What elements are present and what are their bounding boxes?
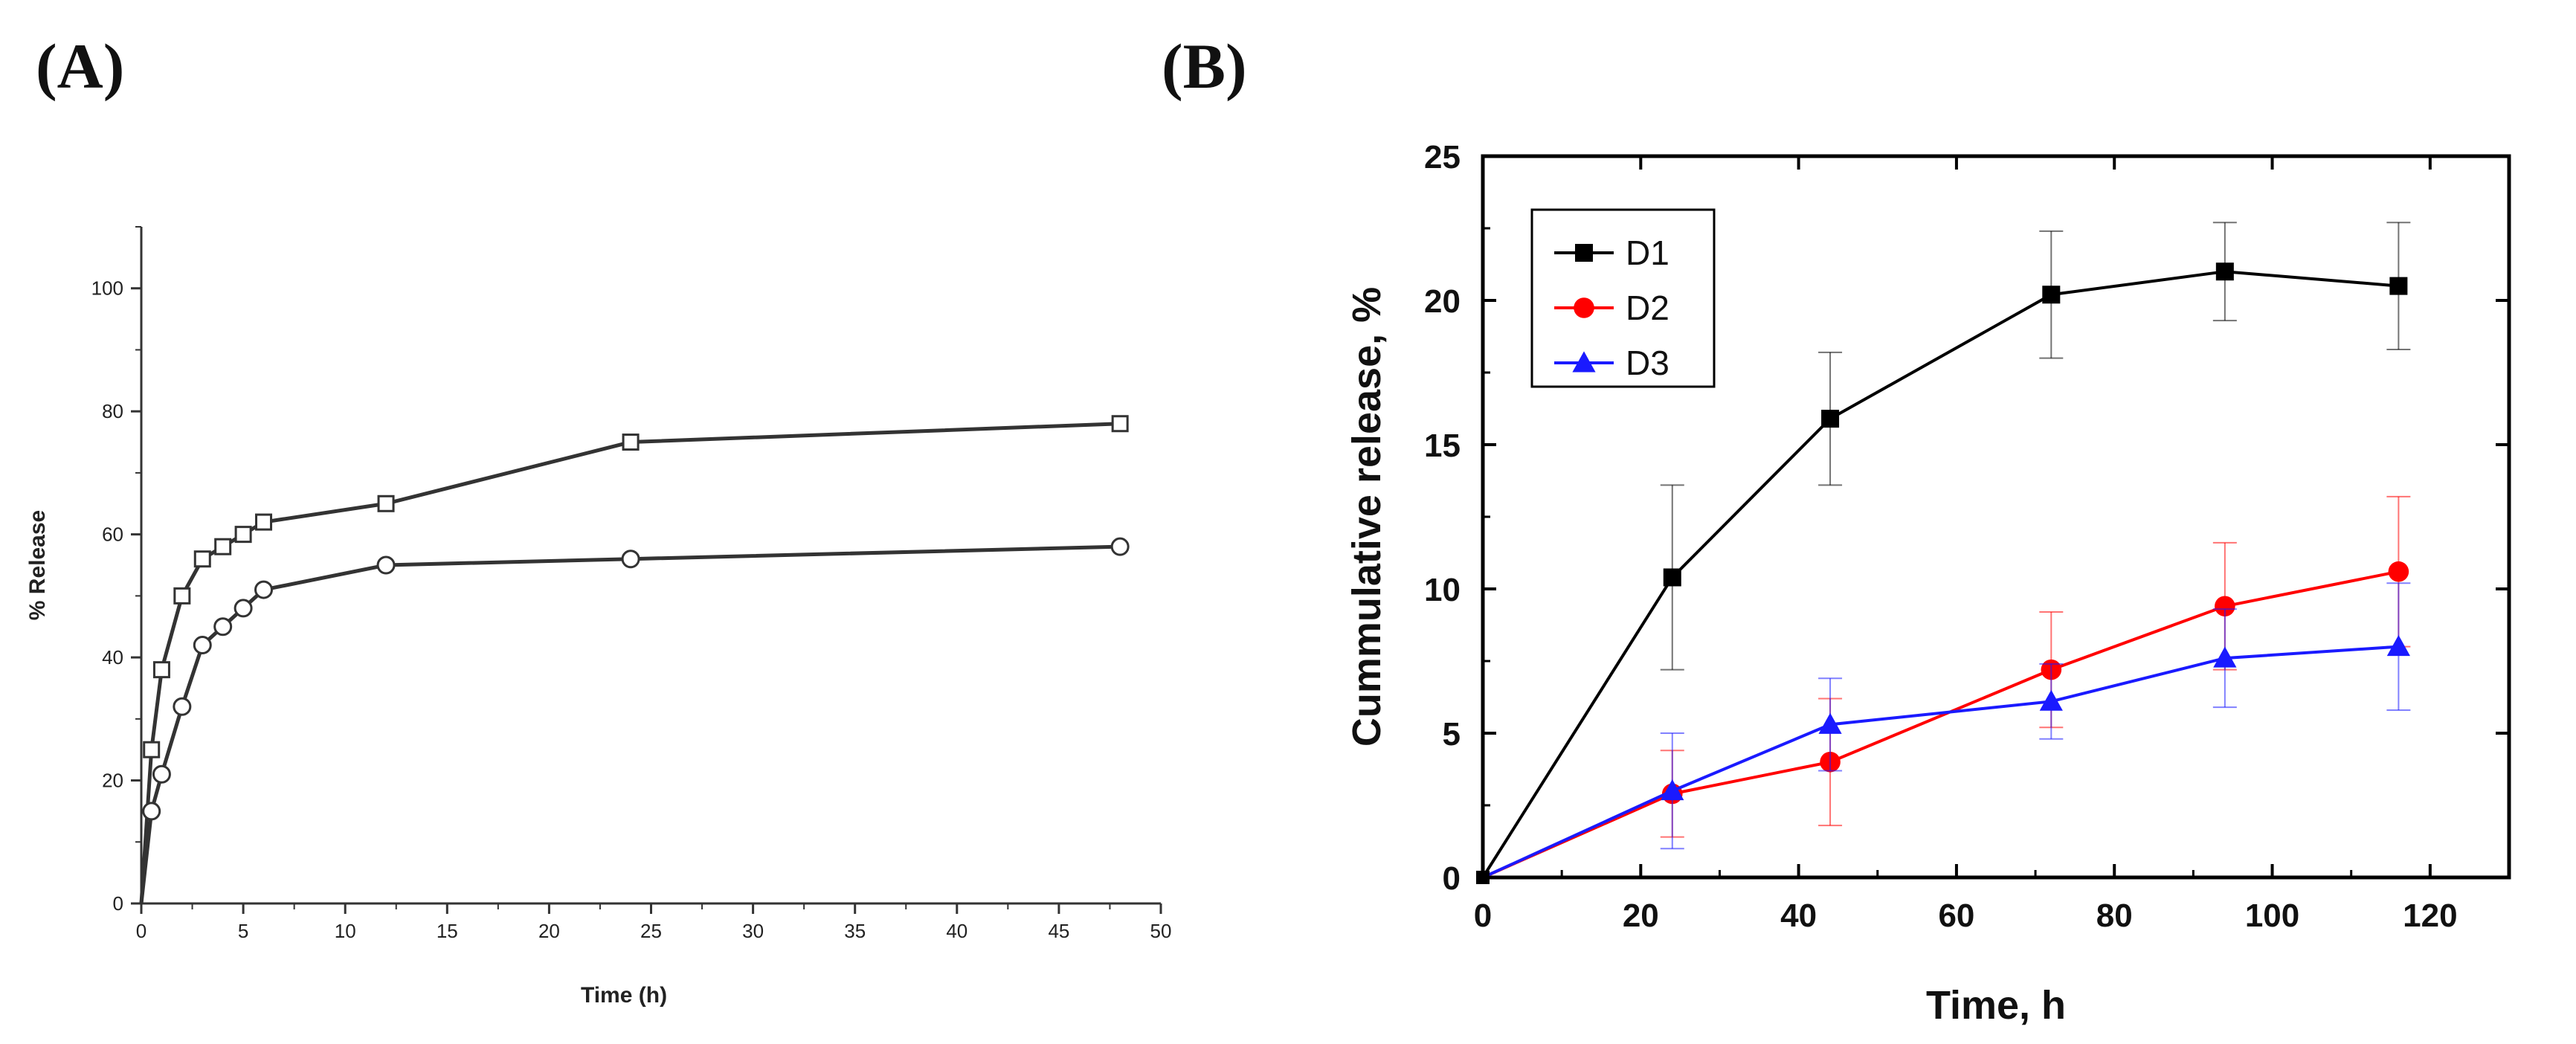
- panel-b-x-tick-label: 120: [2403, 898, 2457, 934]
- panel-b-y-tick-label: 5: [1443, 716, 1461, 753]
- panel-a-circle-marker: [376, 555, 396, 575]
- origin-marker: [1476, 871, 1490, 884]
- panel-a-circle-marker: [213, 617, 233, 637]
- panel-b-series: [1476, 222, 2411, 884]
- panel-a-square-marker: [152, 661, 170, 679]
- panel-b-y-axis-title: Cummulative release, %: [1345, 287, 1389, 747]
- panel-a-circle-marker: [234, 599, 253, 618]
- panel-a-x-tick-label: 50: [1150, 920, 1172, 942]
- panel-a-y-tick-label: 20: [102, 770, 123, 792]
- panel-a-y-tick-label: 0: [113, 892, 123, 915]
- series-d3-triangle-marker: [2039, 689, 2063, 711]
- series-d1-square-marker: [2215, 262, 2234, 281]
- panel-a-series: [139, 415, 1130, 904]
- panel-a-circle-marker: [254, 580, 274, 599]
- panel-a-x-tick-label: 0: [136, 920, 146, 942]
- series-d3-line: [1482, 645, 2399, 879]
- panel-b: (B) 0 20 40 60 80 100 120 0 5 10 15 20 25 D1 D2 D3 Tim…: [1162, 30, 2511, 1028]
- panel-a-square-marker: [234, 526, 252, 544]
- panel-a-x-tick-label: 45: [1048, 920, 1069, 942]
- panel-a-x-tick-label: 20: [538, 920, 560, 942]
- legend-label-d1: D1: [1626, 233, 1669, 272]
- panel-a-x-tick-label: 25: [640, 920, 662, 942]
- series-d3-triangle-marker: [1661, 779, 1684, 801]
- panel-a-circle-marker: [173, 697, 192, 716]
- panel-b-x-tick-label: 80: [2096, 898, 2133, 934]
- panel-a-x-tick-label: 15: [437, 920, 458, 942]
- panel-b-x-tick-label: 60: [1938, 898, 1974, 934]
- panel-b-x-tick-label: 0: [1474, 898, 1492, 934]
- panel-b-y-tick-label: 20: [1424, 283, 1461, 320]
- panel-b-label: (B): [1162, 30, 1247, 102]
- panel-a-y-tick-label: 40: [102, 646, 123, 668]
- series-d1-square-marker: [2389, 277, 2408, 295]
- panel-b-axes: 0 20 40 60 80 100 120 0 5 10 15 20 25: [1424, 139, 2509, 934]
- panel-a-square-marker: [1111, 415, 1129, 433]
- panel-b-y-tick-label: 10: [1424, 572, 1461, 608]
- panel-b-y-tick-label: 15: [1424, 428, 1461, 464]
- panel-a-y-tick-label: 100: [91, 277, 123, 300]
- panel-b-legend: D1 D2 D3: [1530, 208, 1716, 388]
- panel-a-x-tick-label: 10: [335, 920, 356, 942]
- series-d1-square-marker: [2042, 286, 2061, 304]
- panel-a-circle-marker: [152, 764, 171, 784]
- panel-a-square-marker: [377, 494, 395, 512]
- panel-a-y-tick-label: 80: [102, 400, 123, 422]
- panel-a-x-axis-title: Time (h): [581, 983, 667, 1008]
- panel-b-y-tick-label: 25: [1424, 139, 1461, 175]
- panel-a: (A) 0 5 10 15 20 25 30 35 40 45 50 0 20 40 60 80 100 Tim…: [25, 30, 1171, 1008]
- panel-a-square-marker: [255, 513, 273, 531]
- legend-d1-square-marker: [1575, 244, 1593, 262]
- panel-a-x-tick-label: 35: [844, 920, 866, 942]
- panel-a-circle-marker: [1110, 537, 1130, 556]
- panel-a-square-marker: [143, 741, 161, 758]
- series-d3-triangle-marker: [2213, 646, 2237, 668]
- series-d3-triangle-marker: [1818, 712, 1842, 734]
- panel-a-square-marker: [193, 550, 211, 568]
- series-d2-circle-marker: [2215, 596, 2235, 617]
- panel-b-x-axis-title: Time, h: [1926, 983, 2066, 1028]
- legend-label-d2: D2: [1626, 289, 1669, 327]
- panel-a-label: (A): [36, 30, 124, 102]
- legend-d2-circle-marker: [1574, 297, 1594, 318]
- panel-b-x-tick-label: 100: [2245, 898, 2299, 934]
- series-d2-line: [1482, 570, 2399, 879]
- series-d1-square-marker: [1663, 568, 1681, 587]
- panel-a-circle-marker: [142, 802, 161, 821]
- series-d2-circle-marker: [2388, 561, 2409, 582]
- panel-a-x-tick-label: 40: [946, 920, 967, 942]
- legend-box: [1530, 208, 1716, 388]
- panel-a-y-tick-label: 60: [102, 523, 123, 546]
- panel-a-circle-marker: [621, 550, 640, 569]
- panel-a-x-tick-label: 30: [742, 920, 764, 942]
- panel-a-square-marker: [214, 538, 232, 555]
- panel-a-y-axis-title: % Release: [25, 510, 50, 620]
- panel-a-square-marker: [622, 434, 640, 451]
- series-d1-line: [1481, 270, 2399, 879]
- panel-a-x-tick-label: 5: [238, 920, 248, 942]
- legend-label-d3: D3: [1626, 344, 1669, 382]
- panel-a-axes: 0 5 10 15 20 25 30 35 40 45 50 0 20 40 60 80 100: [91, 226, 1172, 942]
- series-d1-square-marker: [1821, 410, 1840, 428]
- panel-a-square-marker: [173, 587, 191, 605]
- legend-d3-triangle-marker: [1572, 351, 1596, 373]
- series-d3-triangle-marker: [2386, 635, 2410, 657]
- panel-b-y-tick-label: 0: [1443, 860, 1461, 897]
- panel-b-x-tick-label: 20: [1623, 898, 1659, 934]
- panel-b-x-tick-label: 40: [1780, 898, 1817, 934]
- panel-a-circle-marker: [193, 636, 212, 655]
